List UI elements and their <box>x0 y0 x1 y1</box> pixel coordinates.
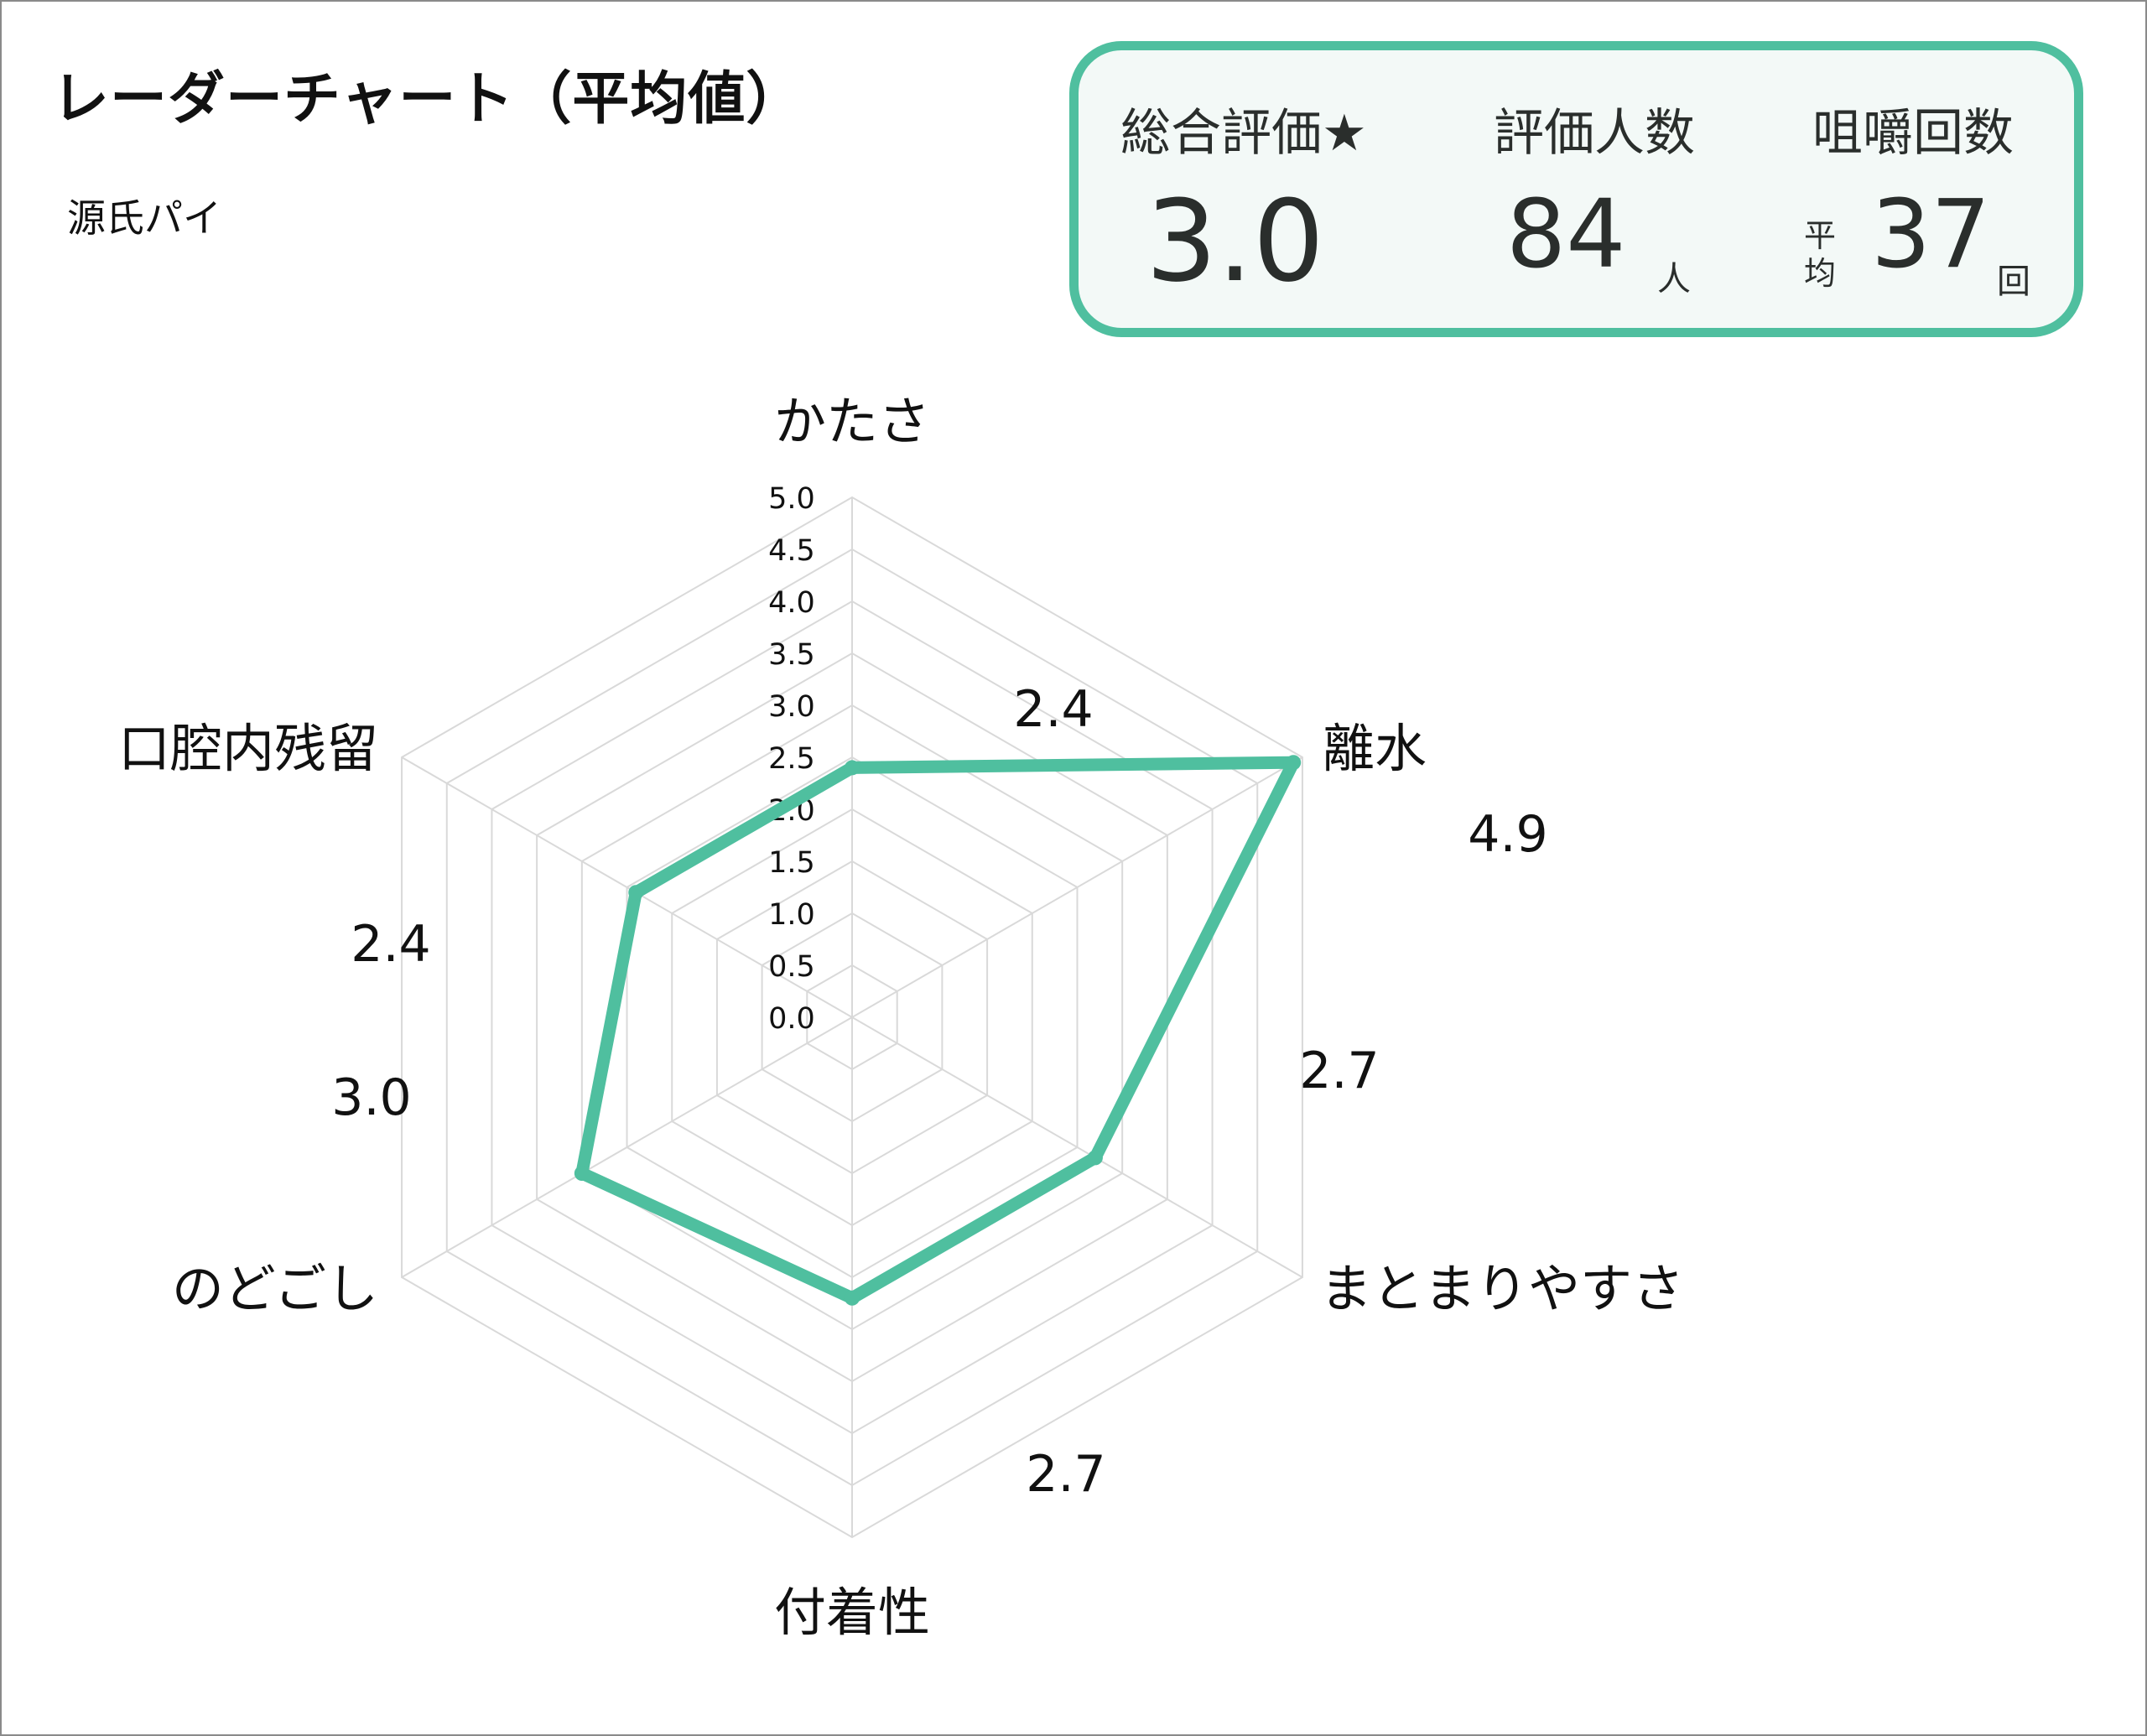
tick-label: 4.0 <box>768 586 815 620</box>
grid-spoke <box>401 756 853 1018</box>
overall-rating-value: 3.0 <box>1146 176 1325 307</box>
chews-prefix-2: 均 <box>1804 255 1837 292</box>
chart-title: レーダーチャート（平均値） <box>52 66 804 133</box>
data-point <box>845 760 860 776</box>
grid-spoke <box>851 1016 1303 1278</box>
data-point <box>1087 1150 1103 1166</box>
overall-rating-label: 総合評価★ <box>1120 104 1367 163</box>
chews-label: 咀嚼回数 <box>1812 104 2014 163</box>
data-label: 2.4 <box>1013 680 1093 739</box>
series-line <box>575 756 1300 1305</box>
tick-label: 1.5 <box>768 846 815 880</box>
tick-label: 3.0 <box>768 690 815 724</box>
axis-label: のどごし <box>172 1258 378 1319</box>
axis-label: 口腔内残留 <box>118 718 378 779</box>
axis-label: 付着性 <box>774 1582 930 1643</box>
tick-label: 1.0 <box>768 898 815 932</box>
data-point <box>1286 755 1302 771</box>
grid-spoke <box>851 756 1303 1018</box>
tick-label: 0.5 <box>768 950 815 984</box>
axis-label: まとまりやすさ <box>1320 1258 1684 1319</box>
raters-value: 84 <box>1506 180 1626 289</box>
tick-label: 3.5 <box>768 638 815 672</box>
summary-box: 総合評価★ 評価人数 咀嚼回数 3.0 84 人 平 均 37 回 <box>1069 41 2083 337</box>
chews-prefix-1: 平 <box>1804 217 1837 254</box>
chews-value: 37 <box>1871 180 1991 289</box>
data-point <box>845 1290 860 1306</box>
product-name: 源氏パイ <box>67 195 221 241</box>
chews-unit: 回 <box>1997 262 2030 301</box>
tick-label: 4.5 <box>768 534 815 568</box>
data-label: 2.7 <box>1299 1042 1379 1100</box>
data-label: 3.0 <box>331 1068 411 1127</box>
raters-unit: 人 <box>1657 260 1691 299</box>
axis-label: 離水 <box>1323 718 1427 779</box>
tick-label: 2.5 <box>768 742 815 776</box>
tick-label: 0.0 <box>768 1002 815 1036</box>
data-point <box>628 885 644 901</box>
axis-label: かたさ <box>774 391 930 452</box>
data-label: 2.7 <box>1026 1445 1105 1504</box>
grid-spoke <box>401 1016 853 1278</box>
raters-label: 評価人数 <box>1494 104 1695 163</box>
data-point <box>574 1166 590 1181</box>
data-label: 4.9 <box>1468 805 1547 864</box>
tick-label: 5.0 <box>768 482 815 516</box>
data-label: 2.4 <box>351 915 430 974</box>
